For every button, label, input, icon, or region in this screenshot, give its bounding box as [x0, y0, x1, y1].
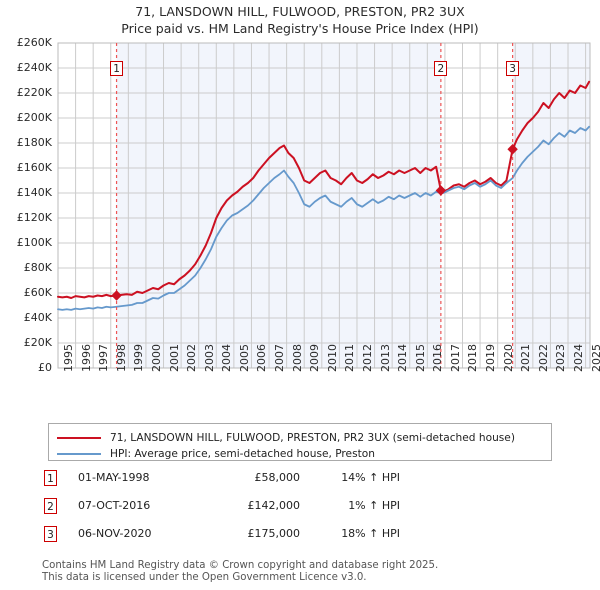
- plot-frame: [57, 42, 591, 369]
- x-axis-tick-label: 2016: [431, 344, 445, 372]
- x-axis-tick-label: 2024: [572, 344, 586, 372]
- footer-line-2: This data is licensed under the Open Gov…: [42, 572, 367, 583]
- table-row[interactable]: 1 01-MAY-1998 £58,000 14% ↑ HPI: [40, 470, 460, 488]
- series-line-price-paid: [57, 80, 591, 299]
- y-axis-tick-label: £40K: [23, 311, 52, 324]
- x-axis-tick-label: 1995: [62, 344, 75, 372]
- shaded-band-1: [512, 43, 590, 368]
- sale-point-2[interactable]: [435, 185, 447, 196]
- row-sale-price: £142,000: [247, 499, 301, 512]
- y-axis-tick-label: £260K: [16, 36, 52, 49]
- x-axis-tick-label: 2022: [536, 344, 550, 372]
- x-axis-tick-label: 2025: [589, 344, 600, 372]
- marker-badge-1[interactable]: 1: [110, 61, 124, 76]
- x-axis-tick-label: 2010: [325, 344, 339, 372]
- x-axis-tick-label: 2012: [360, 344, 374, 372]
- x-axis-tick-label: 1996: [79, 344, 93, 372]
- legend-item-0: 71, LANSDOWN HILL, FULWOOD, PRESTON, PR2…: [57, 429, 515, 446]
- x-axis-tick-label: 2015: [413, 344, 427, 372]
- y-axis-tick-label: £180K: [16, 136, 52, 149]
- y-axis-tick-label: £240K: [16, 61, 52, 74]
- x-axis-tick-label: 1999: [132, 344, 146, 372]
- marker-badge-3[interactable]: 3: [506, 61, 520, 76]
- y-axis-tick-label: £140K: [16, 186, 52, 199]
- x-axis-tick-label: 2003: [202, 344, 216, 372]
- legend-label: 71, LANSDOWN HILL, FULWOOD, PRESTON, PR2…: [110, 431, 515, 444]
- y-axis-tick-label: £80K: [23, 261, 52, 274]
- row-sale-date: 06-NOV-2020: [78, 527, 152, 540]
- x-axis-tick-label: 2005: [237, 344, 251, 372]
- page-subtitle: Price paid vs. HM Land Registry's House …: [121, 21, 479, 36]
- x-axis-tick-label: 2013: [378, 344, 392, 372]
- x-axis-tick-label: 2020: [501, 344, 515, 372]
- row-index-badge: 1: [44, 470, 57, 486]
- x-axis-tick-label: 2018: [466, 344, 480, 372]
- row-sale-date: 01-MAY-1998: [78, 471, 150, 484]
- y-axis-tick-label: £100K: [16, 236, 52, 249]
- x-axis-tick-label: 2019: [484, 344, 498, 372]
- x-axis-tick-label: 2021: [519, 344, 533, 372]
- y-axis-tick-label: £60K: [23, 286, 52, 299]
- y-axis-tick-label: £0: [38, 361, 52, 374]
- x-axis-tick-label: 2002: [185, 344, 199, 372]
- attribution-footer: Contains HM Land Registry data © Crown c…: [42, 560, 582, 584]
- marker-badge-2[interactable]: 2: [434, 61, 448, 76]
- x-axis-tick-label: 2023: [554, 344, 568, 372]
- row-sale-date: 07-OCT-2016: [78, 499, 151, 512]
- x-axis-tick-label: 2017: [448, 344, 462, 372]
- row-index-badge: 2: [44, 498, 57, 514]
- row-hpi-delta: 18% ↑ HPI: [341, 527, 400, 540]
- legend-swatch-icon: [57, 452, 101, 455]
- table-row[interactable]: 3 06-NOV-2020 £175,000 18% ↑ HPI: [40, 526, 460, 544]
- x-axis-tick-label: 2014: [396, 344, 410, 372]
- x-axis-tick-label: 2009: [308, 344, 322, 372]
- row-hpi-delta: 14% ↑ HPI: [341, 471, 400, 484]
- x-axis-tick-label: 2007: [273, 344, 287, 372]
- y-axis-tick-label: £200K: [16, 111, 52, 124]
- y-axis-tick-label: £220K: [16, 86, 52, 99]
- row-index-badge: 3: [44, 526, 57, 542]
- legend-swatch-icon: [57, 436, 101, 439]
- sale-point-3[interactable]: [507, 144, 518, 155]
- sale-point-1[interactable]: [111, 290, 122, 301]
- row-hpi-delta: 1% ↑ HPI: [348, 499, 400, 512]
- series-line-hpi: [57, 125, 591, 311]
- y-axis-tick-label: £120K: [16, 211, 52, 224]
- x-axis-tick-label: 1998: [114, 344, 128, 372]
- y-axis-tick-label: £160K: [16, 161, 52, 174]
- x-axis-tick-label: 2001: [167, 344, 181, 372]
- page-title: 71, LANSDOWN HILL, FULWOOD, PRESTON, PR2…: [135, 4, 465, 19]
- x-axis-tick-label: 2008: [290, 344, 304, 372]
- chart-svg: [57, 42, 591, 369]
- x-axis-tick-label: 2011: [343, 344, 357, 372]
- x-axis-tick-label: 2000: [149, 344, 163, 372]
- footer-line-1: Contains HM Land Registry data © Crown c…: [42, 560, 439, 571]
- legend-item-1: HPI: Average price, semi-detached house,…: [57, 445, 375, 462]
- x-axis-tick-label: 2004: [220, 344, 234, 372]
- row-sale-price: £58,000: [254, 471, 301, 484]
- row-sale-price: £175,000: [247, 527, 301, 540]
- x-axis-tick-label: 1997: [97, 344, 111, 372]
- y-axis-tick-label: £20K: [23, 336, 52, 349]
- table-row[interactable]: 2 07-OCT-2016 £142,000 1% ↑ HPI: [40, 498, 460, 516]
- shaded-band-0: [116, 43, 441, 368]
- x-axis-tick-label: 2006: [255, 344, 269, 372]
- chart-title-block: 71, LANSDOWN HILL, FULWOOD, PRESTON, PR2…: [0, 3, 600, 37]
- chart-legend: 71, LANSDOWN HILL, FULWOOD, PRESTON, PR2…: [48, 423, 552, 461]
- legend-label: HPI: Average price, semi-detached house,…: [110, 447, 375, 460]
- chart-plot-area: £0 £20K £40K £60K £80K £100K £120K £140K £160K £1…: [16, 36, 600, 374]
